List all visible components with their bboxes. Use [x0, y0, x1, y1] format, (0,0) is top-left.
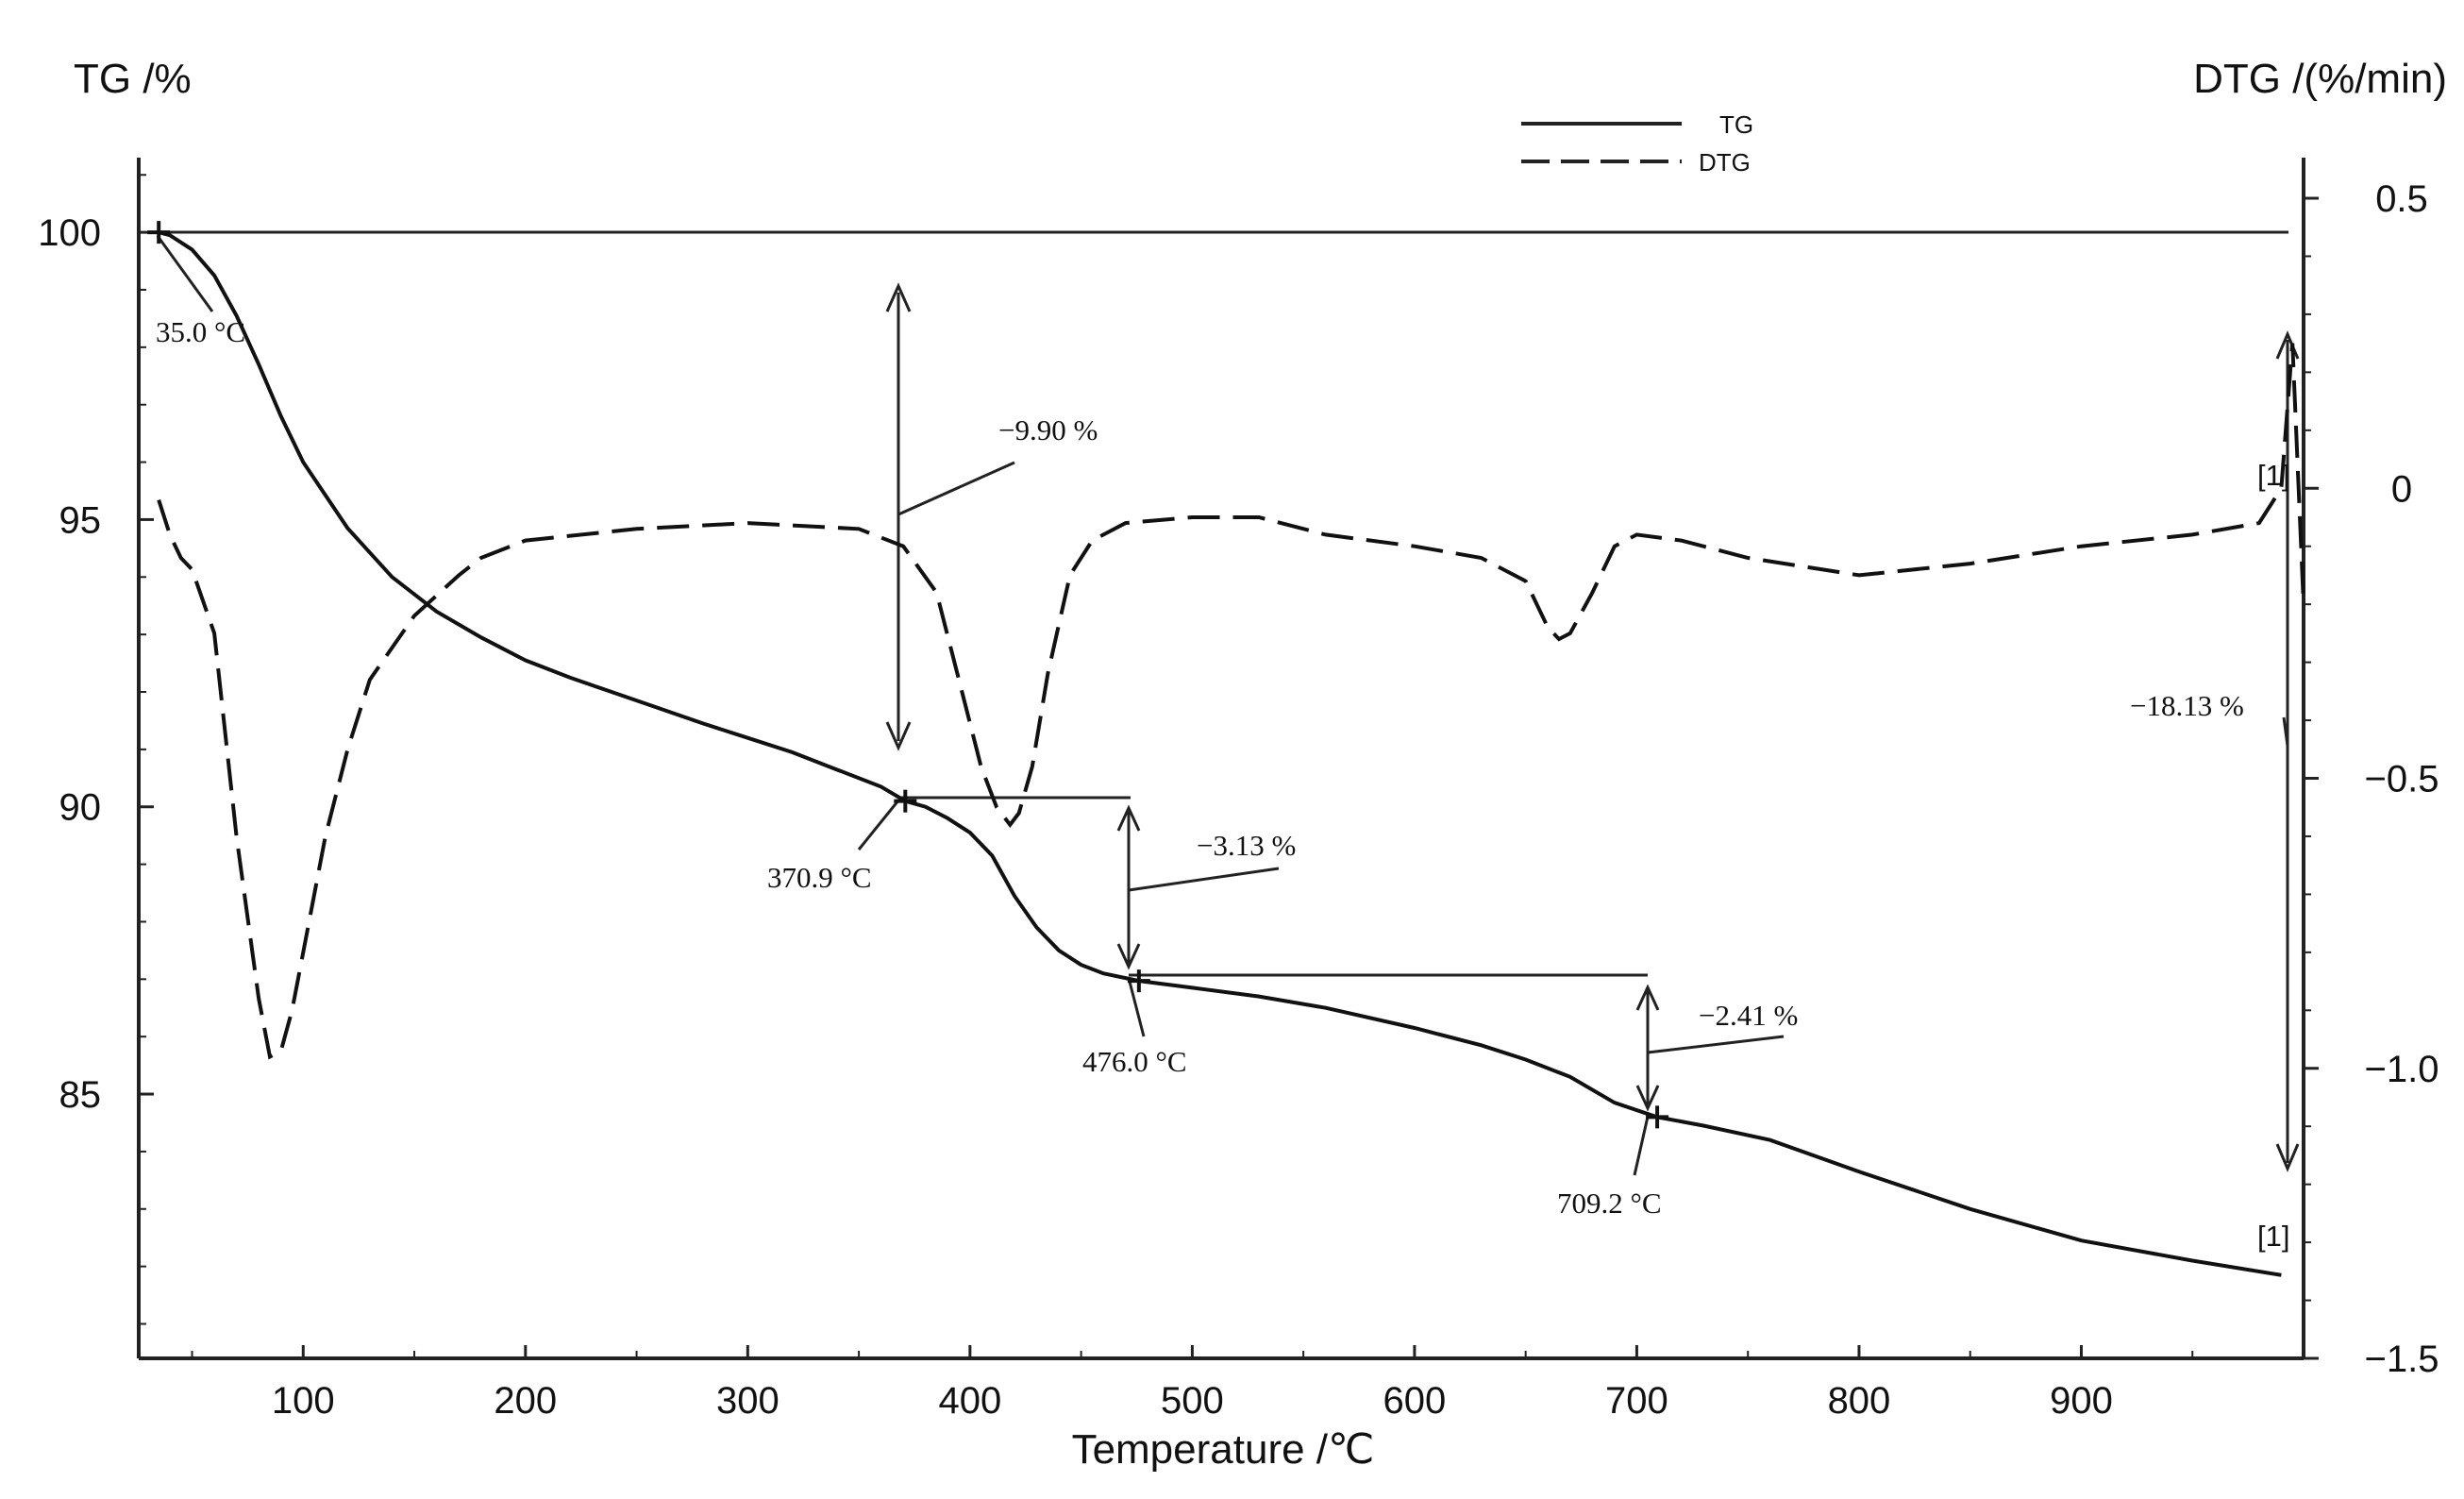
annotation-loss-18-13: −18.13 % — [2130, 689, 2244, 722]
y-right-tick-label: −1.5 — [2365, 1339, 2439, 1380]
y-left-tick-label: 90 — [59, 787, 102, 829]
annotation-709c: 709.2 °C — [1557, 1187, 1662, 1220]
arrow-18-13-head-bottom — [2275, 1143, 2300, 1172]
arrow-3-13-head-bottom — [1116, 943, 1141, 970]
leader-476 — [1127, 977, 1146, 1037]
y-right-tick-label: 0 — [2391, 468, 2412, 510]
leader-3-13 — [1128, 867, 1280, 892]
annotation-35c: 35.0 °C — [156, 315, 245, 348]
annotation-bracket-1-top: [1] — [2257, 459, 2289, 492]
x-tick-label: 800 — [1828, 1380, 1891, 1422]
y-right-tick-label: −0.5 — [2365, 759, 2439, 800]
legend: TG DTG — [1521, 110, 1753, 177]
annotations: 35.0 °C 370.9 °C 476.0 °C 709.2 °C −9.90… — [156, 315, 2289, 1253]
annotation-loss-3-13: −3.13 % — [1197, 829, 1296, 862]
x-tick-label: 600 — [1383, 1380, 1447, 1422]
step-guides — [154, 230, 2300, 1176]
right-axis-title: DTG /(%/min) — [2193, 56, 2447, 102]
y-left-tick-label: 95 — [59, 499, 102, 541]
x-tick-label: 300 — [716, 1380, 779, 1422]
left-axis-title: TG /% — [74, 56, 192, 102]
y-left-tick-label: 85 — [59, 1074, 102, 1116]
arrow-2-41-head-bottom — [1635, 1085, 1660, 1112]
y-left-tick-label: 100 — [38, 212, 101, 254]
legend-tg-label: TG — [1719, 110, 1753, 139]
leader-2-41 — [1647, 1035, 1785, 1054]
annotation-370c: 370.9 °C — [767, 861, 872, 894]
x-tick-label: 200 — [494, 1380, 557, 1422]
leader-35 — [156, 235, 214, 312]
series-tg-line — [158, 230, 2282, 1277]
series-dtg-line — [157, 343, 2305, 1060]
arrow-9-90-head-top — [885, 282, 912, 312]
leader-18-13 — [2282, 716, 2289, 747]
y-right-tick-label: −1.0 — [2365, 1049, 2439, 1090]
arrow-3-13-head-top — [1116, 804, 1141, 832]
x-tick-label: 400 — [938, 1380, 1001, 1422]
leader-9-90 — [897, 461, 1015, 516]
arrow-9-90-head-bottom — [885, 721, 912, 751]
annotation-loss-9-90: −9.90 % — [998, 413, 1098, 446]
x-tick-label: 100 — [272, 1380, 335, 1422]
x-axis-title: Temperature /℃ — [1072, 1426, 1375, 1473]
annotation-bracket-1-bottom: [1] — [2257, 1220, 2289, 1253]
annotation-476c: 476.0 °C — [1082, 1045, 1187, 1078]
arrow-2-41-head-top — [1635, 984, 1660, 1011]
legend-dtg-label: DTG — [1699, 148, 1751, 177]
annotation-loss-2-41: −2.41 % — [1699, 999, 1798, 1032]
x-tick-label: 900 — [2050, 1380, 2113, 1422]
x-tick-label: 700 — [1605, 1380, 1668, 1422]
leader-709 — [1633, 1116, 1650, 1176]
y-right-tick-label: 0.5 — [2375, 178, 2428, 220]
x-tick-label: 500 — [1161, 1380, 1224, 1422]
leader-370 — [857, 800, 900, 851]
